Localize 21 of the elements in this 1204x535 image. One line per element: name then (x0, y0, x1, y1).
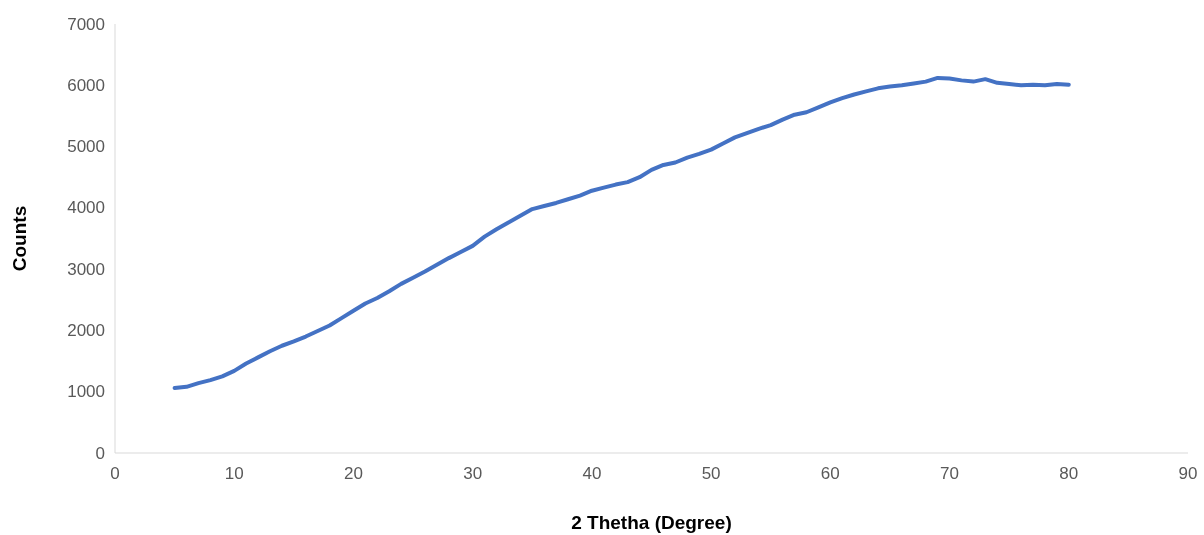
x-tick-label: 90 (1178, 464, 1198, 483)
y-tick-label: 0 (95, 443, 105, 463)
x-tick-label: 20 (343, 464, 363, 483)
x-tick-label: 10 (224, 464, 244, 483)
y-tick-label: 3000 (67, 259, 105, 279)
y-tick-label: 7000 (67, 14, 105, 34)
x-tick-label: 0 (110, 464, 120, 483)
y-axis-title: Counts (9, 205, 30, 272)
x-tick-label: 60 (820, 464, 840, 483)
y-tick-label: 2000 (67, 320, 105, 340)
x-tick-label: 70 (940, 464, 960, 483)
x-tick-label: 40 (582, 464, 602, 483)
y-tick-label: 1000 (67, 382, 105, 402)
y-tick-label: 5000 (67, 137, 105, 157)
line-series (172, 75, 1071, 391)
y-tick-label: 6000 (67, 75, 105, 95)
x-tick-label: 30 (463, 464, 483, 483)
x-axis-title: 2 Thetha (Degree) (571, 512, 732, 533)
y-tick-label: 4000 (67, 198, 105, 218)
x-tick-label: 80 (1059, 464, 1079, 483)
x-tick-label: 50 (701, 464, 721, 483)
